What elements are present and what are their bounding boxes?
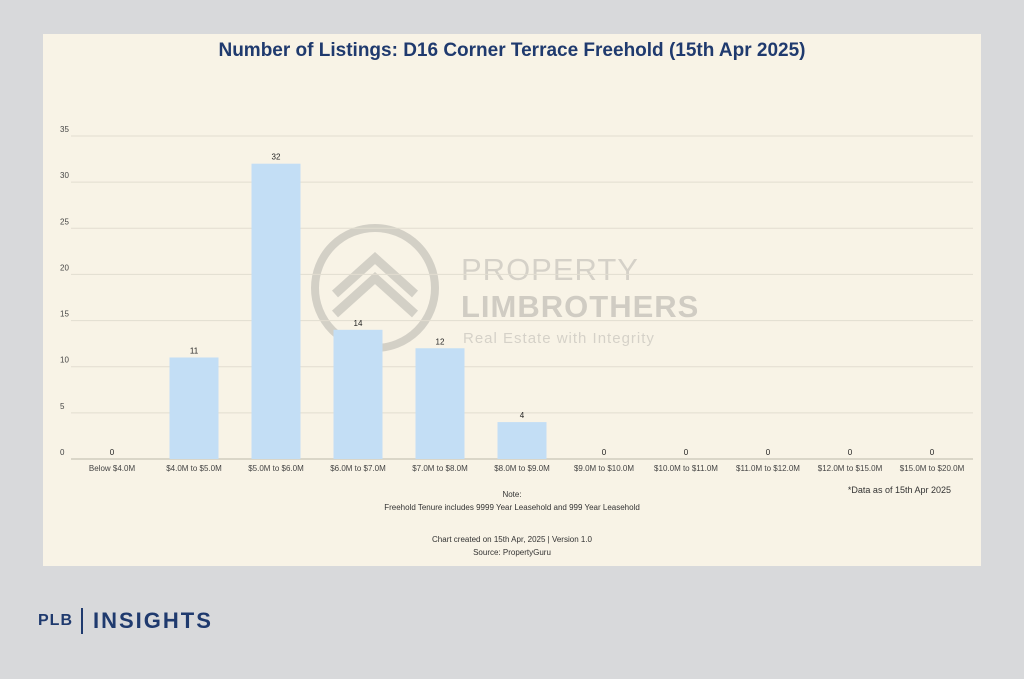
x-tick-label: $6.0M to $7.0M [330, 464, 386, 473]
x-tick-label: $15.0M to $20.0M [900, 464, 965, 473]
chart-panel: Number of Listings: D16 Corner Terrace F… [43, 34, 981, 566]
x-tick-label: $11.0M to $12.0M [736, 464, 800, 473]
x-tick-label: $10.0M to $11.0M [654, 464, 718, 473]
brand-plb: PLB [38, 612, 73, 629]
data-label: 11 [190, 346, 199, 355]
data-label: 0 [602, 448, 607, 457]
y-tick-label: 35 [60, 125, 69, 134]
brand-insights: INSIGHTS [93, 608, 213, 633]
x-tick-label: $5.0M to $6.0M [248, 464, 304, 473]
bar [169, 357, 219, 459]
note-label: Note: [502, 490, 522, 499]
y-tick-label: 0 [60, 448, 65, 457]
x-tick-label: Below $4.0M [89, 464, 136, 473]
data-label: 0 [110, 448, 115, 457]
y-tick-label: 5 [60, 402, 65, 411]
x-tick-label: $12.0M to $15.0M [818, 464, 883, 473]
data-as-of-note: *Data as of 15th Apr 2025 [847, 485, 951, 495]
y-tick-label: 30 [60, 171, 69, 180]
data-label: 0 [766, 448, 771, 457]
brand-logo: PLB INSIGHTS [38, 606, 213, 636]
brand-separator [81, 608, 83, 634]
x-tick-label: $4.0M to $5.0M [166, 464, 222, 473]
data-label: 0 [684, 448, 689, 457]
bar [333, 329, 383, 459]
x-tick-label: $7.0M to $8.0M [412, 464, 468, 473]
note-text: Freehold Tenure includes 9999 Year Lease… [384, 503, 640, 512]
data-label: 0 [848, 448, 853, 457]
bar [415, 348, 465, 459]
x-tick-label: $9.0M to $10.0M [574, 464, 634, 473]
source-note: Source: PropertyGuru [473, 548, 551, 557]
data-label: 0 [930, 448, 935, 457]
chart-created-note: Chart created on 15th Apr, 2025 | Versio… [432, 535, 592, 544]
y-tick-label: 20 [60, 263, 69, 272]
chart-title: Number of Listings: D16 Corner Terrace F… [218, 40, 806, 61]
bar-chart: 0 5 10 15 20 25 30 35 0 Below $4.0M 11 $4.0M to $5.… [60, 125, 973, 473]
bar [251, 163, 301, 459]
y-tick-label: 25 [60, 217, 69, 226]
data-label: 32 [272, 153, 281, 162]
y-tick-label: 10 [60, 356, 69, 365]
data-label: 4 [520, 411, 525, 420]
x-tick-label: $8.0M to $9.0M [494, 464, 550, 473]
bar [497, 422, 547, 459]
data-label: 12 [436, 337, 445, 346]
y-tick-label: 15 [60, 310, 69, 319]
data-label: 14 [354, 319, 363, 328]
